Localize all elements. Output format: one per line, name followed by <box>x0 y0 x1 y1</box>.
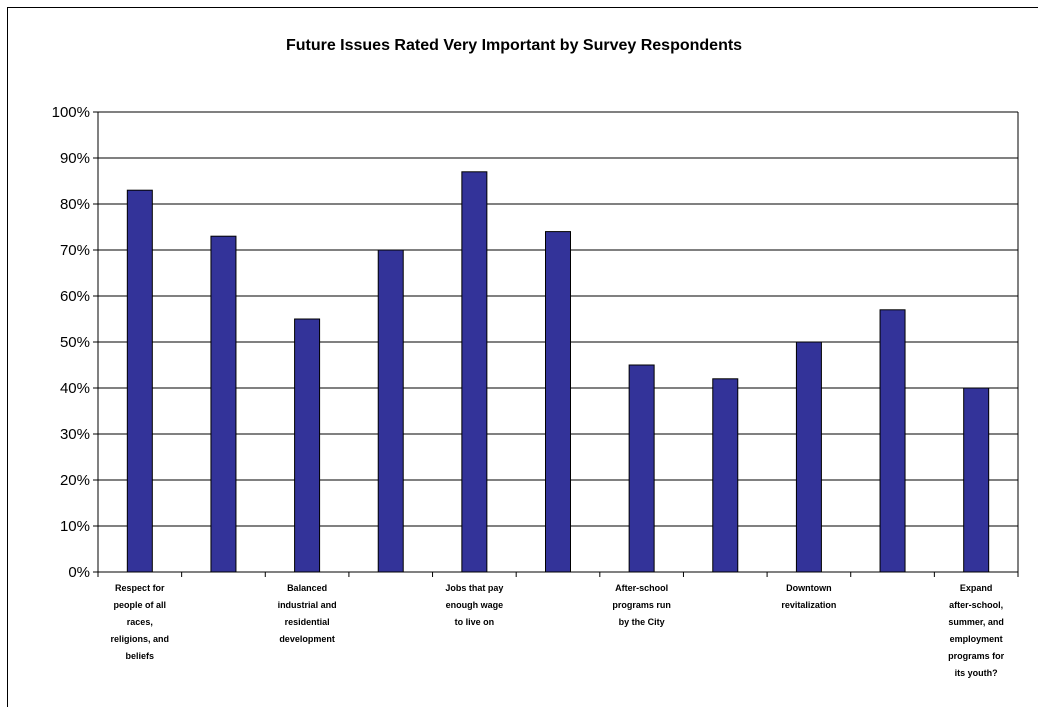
y-tick-label: 50% <box>60 334 90 351</box>
y-tick-label: 80% <box>60 196 90 213</box>
x-tick-label: Balanced industrial and residential deve… <box>277 583 337 644</box>
bar <box>294 318 321 573</box>
x-tick-label: Respect for people of all races, religio… <box>110 583 170 661</box>
bar <box>963 387 990 573</box>
x-tick-label: After-school programs run by the City <box>612 583 671 627</box>
y-tick-label: 30% <box>60 426 90 443</box>
y-tick-label: 70% <box>60 242 90 259</box>
y-tick-label: 40% <box>60 380 90 397</box>
y-tick-label: 20% <box>60 472 90 489</box>
bar <box>210 235 237 573</box>
y-tick-label: 60% <box>60 288 90 305</box>
bar <box>879 309 906 573</box>
bar <box>461 171 488 573</box>
x-tick-label: Downtown revitalization <box>781 583 837 610</box>
y-tick-label: 10% <box>60 518 90 535</box>
bar <box>795 341 822 573</box>
x-tick-label: Jobs that pay enough wage to live on <box>445 583 504 627</box>
bar <box>545 231 571 573</box>
bar <box>126 189 153 573</box>
y-tick-label: 0% <box>68 564 90 581</box>
y-tick-label: 100% <box>52 104 90 121</box>
chart-title: Future Issues Rated Very Important by Su… <box>285 37 743 54</box>
chart-frame <box>7 7 1038 707</box>
bar <box>712 378 739 573</box>
bar <box>628 364 655 573</box>
bar <box>377 249 404 573</box>
y-tick-label: 90% <box>60 150 90 167</box>
x-tick-label: Expand after-school, summer, and employm… <box>948 583 1005 678</box>
